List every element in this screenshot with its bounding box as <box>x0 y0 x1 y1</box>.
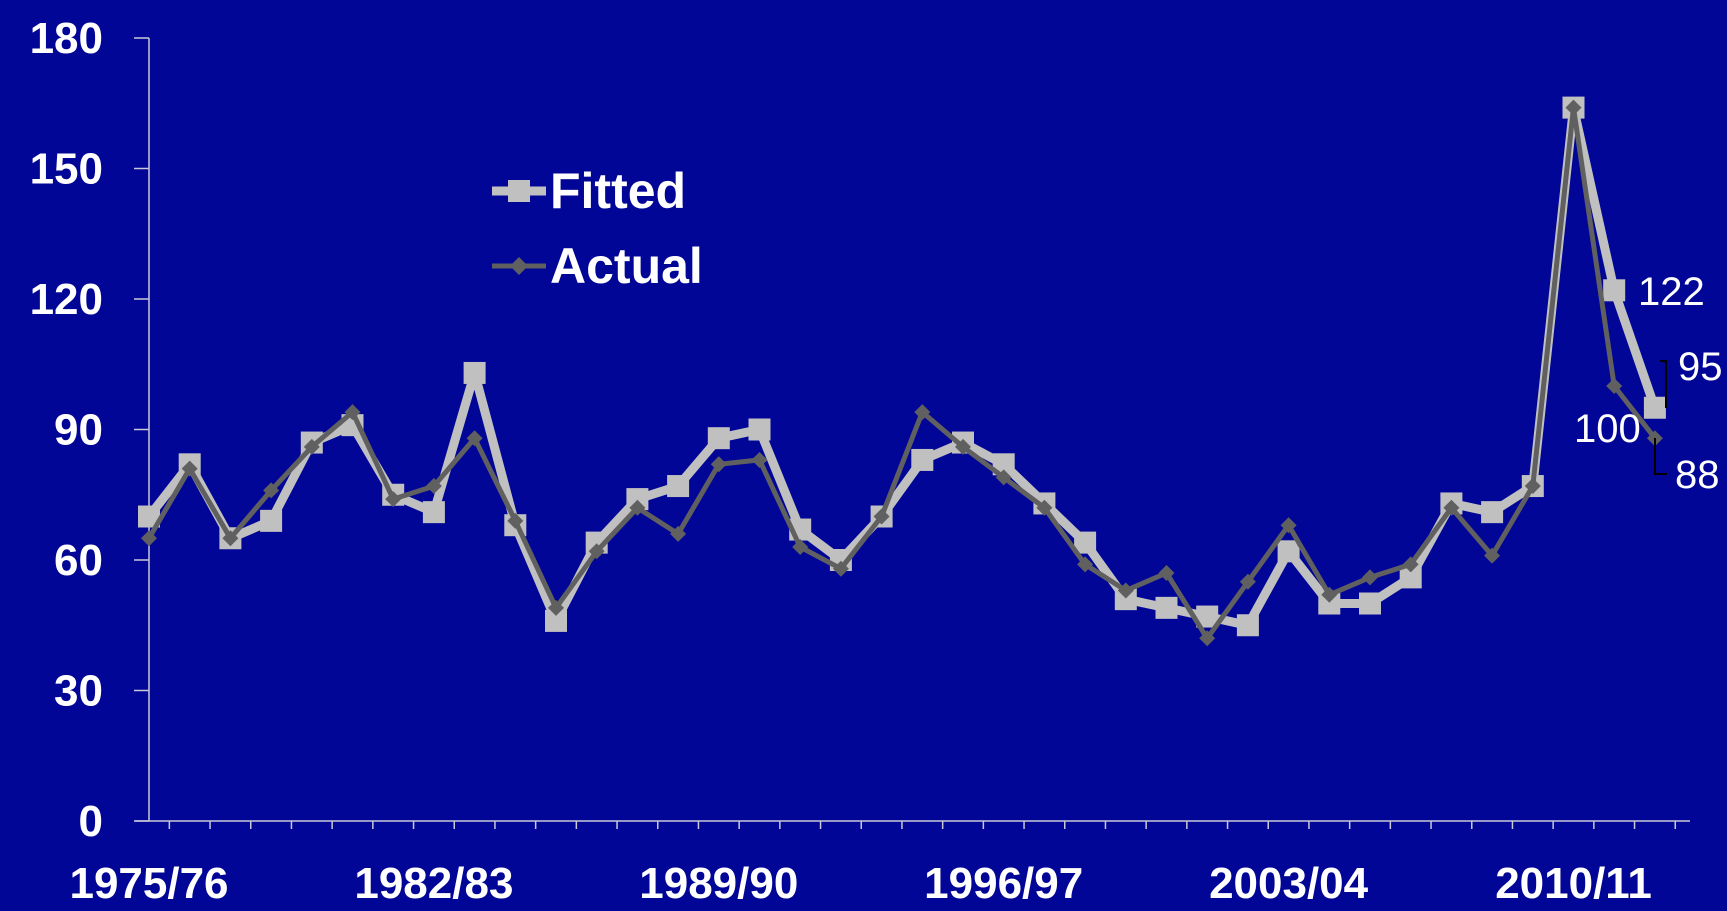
data-point-actual <box>873 508 890 525</box>
x-tick-label: 2010/11 <box>1495 859 1652 908</box>
y-tick-label: 90 <box>54 406 103 455</box>
legend-fitted-label: Fitted <box>550 163 686 219</box>
data-point-actual <box>955 438 971 455</box>
data-point-fitted <box>1603 279 1626 302</box>
x-tick-label: 1996/97 <box>924 859 1083 908</box>
data-point-actual <box>1565 99 1582 116</box>
data-point-actual <box>629 499 646 516</box>
data-point-fitted <box>707 427 730 450</box>
data-point-actual <box>1077 556 1094 573</box>
data-point-fitted <box>1196 605 1219 628</box>
data-point-fitted <box>992 453 1015 476</box>
data-point-fitted <box>138 505 160 528</box>
data-label-fitted-2011-12: 122 <box>1638 270 1705 314</box>
data-point-fitted <box>1074 531 1097 554</box>
data-point-fitted <box>1155 596 1178 619</box>
data-labels: 122 95 100 88 <box>1574 270 1723 497</box>
data-point-fitted <box>748 418 771 441</box>
data-point-actual <box>466 430 483 447</box>
legend: Fitted Actual <box>492 163 703 294</box>
data-point-actual <box>1484 547 1501 564</box>
legend-actual-label: Actual <box>550 238 703 294</box>
x-tick-label: 1975/76 <box>69 859 228 908</box>
data-point-actual <box>303 438 320 455</box>
data-point-actual <box>1402 556 1419 573</box>
data-point-actual <box>1239 573 1256 590</box>
x-tick-label: 1982/83 <box>354 859 513 908</box>
data-point-fitted <box>545 609 567 632</box>
legend-item-actual: Actual <box>492 238 703 294</box>
y-tick-label: 0 <box>79 797 103 846</box>
data-point-actual <box>263 482 280 499</box>
data-point-fitted <box>1399 566 1422 589</box>
data-point-fitted <box>463 361 486 384</box>
data-point-fitted <box>1359 592 1381 615</box>
data-point-actual <box>1362 569 1378 586</box>
data-point-actual <box>1606 378 1623 394</box>
data-point-fitted <box>1643 396 1666 419</box>
data-point-actual <box>832 560 849 577</box>
y-tick-labels: 0 30 60 90 120 150 180 <box>30 14 103 846</box>
data-point-actual <box>995 469 1012 486</box>
data-point-actual <box>710 456 727 473</box>
data-point-fitted <box>911 448 934 471</box>
tick-marks <box>134 37 1676 829</box>
data-point-actual <box>507 512 524 529</box>
y-tick-label: 60 <box>54 536 103 585</box>
data-label-fitted-2012-13: 95 <box>1678 345 1723 389</box>
data-point-actual <box>548 599 564 616</box>
data-point-actual <box>181 460 198 477</box>
data-point-actual <box>1443 499 1460 516</box>
data-point-actual <box>1199 630 1216 647</box>
data-point-actual <box>1280 517 1297 534</box>
leader-line-fitted <box>1660 360 1667 408</box>
data-point-actual <box>425 478 442 495</box>
data-point-fitted <box>1277 540 1300 563</box>
data-label-actual-2012-13: 88 <box>1675 453 1720 497</box>
data-label-actual-2011-12: 100 <box>1574 407 1641 451</box>
data-point-actual <box>751 451 768 468</box>
series-group <box>138 96 1666 647</box>
legend-fitted-square-icon <box>508 180 530 202</box>
data-point-actual <box>385 491 402 508</box>
data-point-actual <box>1524 478 1541 495</box>
data-point-actual <box>914 404 931 421</box>
data-point-actual <box>588 543 605 560</box>
leader-line-actual <box>1654 438 1667 475</box>
data-point-fitted <box>1236 614 1259 637</box>
series-line-fitted <box>145 103 1660 630</box>
x-tick-labels: 1975/76 1982/83 1989/90 1996/97 2003/04 2010/… <box>69 859 1651 908</box>
y-tick-label: 150 <box>30 145 103 194</box>
legend-item-fitted: Fitted <box>492 163 686 219</box>
data-point-actual <box>222 530 239 547</box>
data-point-fitted <box>667 475 690 498</box>
data-point-fitted <box>1114 588 1137 611</box>
data-point-fitted <box>260 509 283 532</box>
data-point-actual <box>1321 586 1338 603</box>
data-point-actual <box>141 530 157 547</box>
data-point-fitted <box>1481 501 1504 524</box>
x-tick-label: 2003/04 <box>1209 859 1369 908</box>
y-tick-label: 120 <box>30 275 103 324</box>
data-point-fitted <box>422 501 445 524</box>
series-fitted <box>138 96 1666 637</box>
data-point-actual <box>1158 565 1175 582</box>
data-point-actual <box>670 525 687 542</box>
x-tick-label: 1989/90 <box>639 859 798 908</box>
data-point-actual <box>792 538 809 555</box>
series-line-actual <box>146 105 1657 641</box>
data-point-actual <box>1117 582 1134 599</box>
data-point-actual <box>1036 499 1053 516</box>
y-tick-label: 30 <box>54 667 103 716</box>
y-tick-label: 180 <box>30 14 103 63</box>
series-actual <box>141 99 1663 647</box>
data-point-actual <box>344 404 361 421</box>
data-point-fitted <box>626 488 649 511</box>
axes <box>135 38 1690 822</box>
data-point-fitted <box>1318 592 1341 615</box>
legend-actual-diamond-icon <box>510 257 528 275</box>
